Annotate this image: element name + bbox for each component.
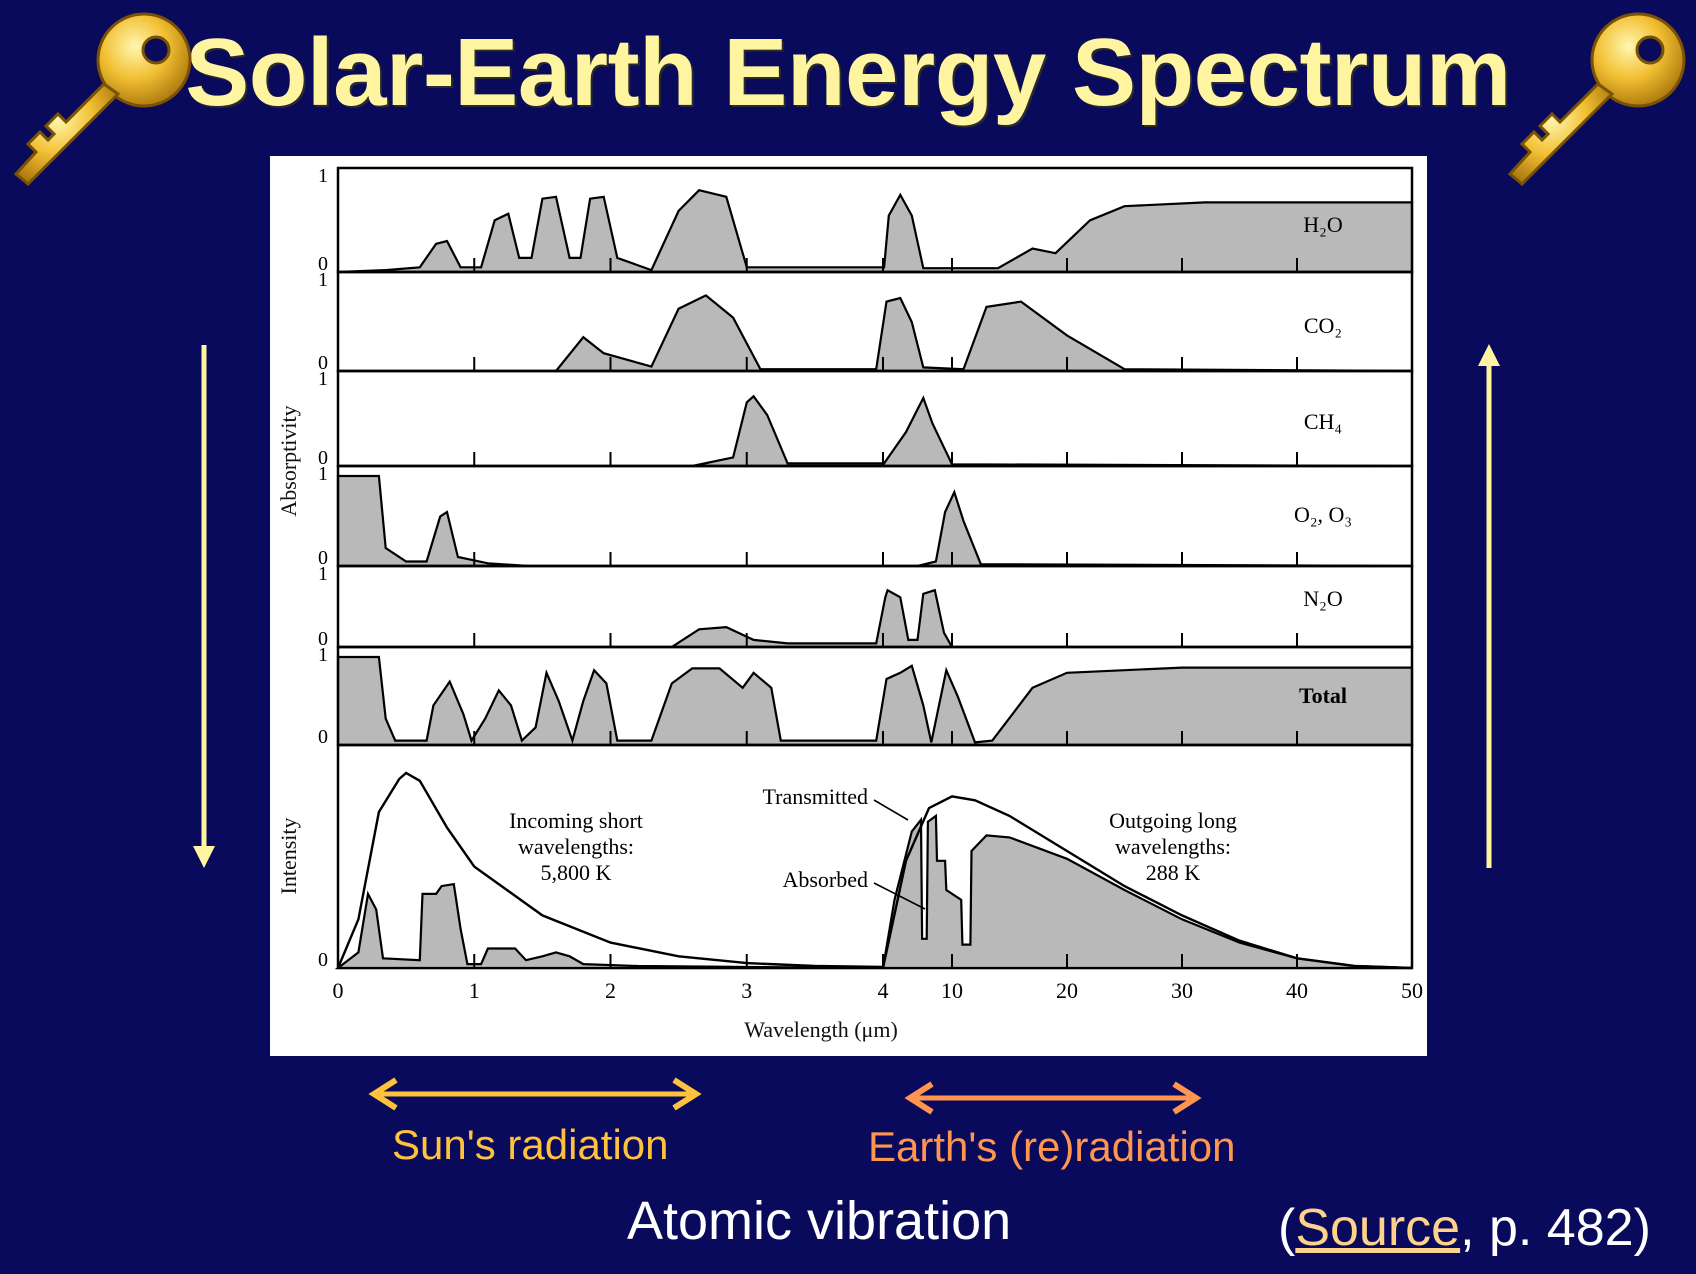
annotation-text: wavelengths: [518,834,634,859]
annotation-text: wavelengths: [1115,834,1231,859]
panel-frame [336,564,1414,649]
y-tick-label: 0 [318,352,328,374]
sun-range-arrow-icon [368,1077,702,1111]
x-tick-label: 30 [1171,978,1193,1003]
outgoing-transmitted-area [881,813,1413,970]
absorption-band-3 [336,474,1413,568]
y-tick-label: 1 [318,165,328,187]
source-open-paren: ( [1278,1199,1296,1257]
y-tick-label: 0 [318,447,328,469]
absorptivity-axis-label: Absorptivity [276,405,301,516]
earth-range-arrow-icon [904,1081,1202,1115]
absorption-band-5 [336,655,1414,747]
source-link[interactable]: Source [1295,1199,1461,1257]
absorption-band-4 [338,588,1412,649]
panel-frame [336,369,1414,468]
y-tick-label: 0 [318,726,328,748]
y-tick-label: 1 [318,644,328,666]
source-citation: (Source, p. 482) [1278,1198,1651,1258]
y-tick-label: 1 [318,463,328,485]
x-tick-label: 0 [333,978,344,1003]
annotation-leader [873,882,926,910]
spectrum-figure: 1 0 H₂O 1 0 CO₂ 1 0 CH₄ 1 0 O₂, O₃ 1 0 N₂O 1 0 Total 0 Inco… [270,156,1427,1056]
x-tick-label: 2 [605,978,616,1003]
series-label: N₂O [1303,586,1342,611]
annotation-text: Outgoing long [1109,808,1237,833]
intensity-zero-label: 0 [318,949,328,971]
source-page: , p. 482) [1460,1199,1651,1257]
up-arrow-icon [1478,344,1500,868]
absorption-band-0 [337,188,1414,274]
x-tick-label: 20 [1056,978,1078,1003]
y-tick-label: 1 [318,563,328,585]
x-tick-label: 4 [878,978,889,1003]
series-label: CH₄ [1304,409,1342,434]
intensity-axis-label: Intensity [276,818,301,895]
panel-frame [336,464,1414,568]
slide-title: Solar-Earth Energy Spectrum [185,19,1511,126]
x-tick-label: 1 [469,978,480,1003]
x-axis-label: Wavelength (μm) [744,1017,898,1042]
y-tick-label: 1 [318,368,328,390]
absorption-band-2 [338,394,1413,468]
down-arrow-icon [193,345,215,868]
earth-reradiation-label: Earth's (re)radiation [868,1123,1236,1170]
series-label: CO₂ [1304,313,1342,338]
golden-key-icon [13,12,192,187]
atomic-vibration-label: Atomic vibration [627,1191,1012,1251]
series-label: O₂, O₃ [1294,502,1352,527]
series-label: H₂O [1303,212,1342,237]
x-tick-label: 3 [741,978,752,1003]
sun-radiation-label: Sun's radiation [392,1121,669,1168]
y-tick-label: 0 [318,628,328,650]
x-tick-label: 40 [1286,978,1308,1003]
series-label: Total [1299,683,1347,708]
incoming-blackbody-curve [336,771,884,969]
annotation-leader [873,799,909,821]
golden-key-icon [1507,12,1686,187]
annotation-text: 288 K [1146,860,1201,885]
panel-frame [336,270,1414,373]
y-tick-label: 1 [318,269,328,291]
y-tick-label: 0 [318,253,328,275]
absorption-band-1 [338,294,1413,373]
annotation-text: 5,800 K [541,860,612,885]
intensity-frame [336,743,1414,970]
annotation-text: Transmitted [762,784,868,809]
annotation-text: Incoming short [509,808,643,833]
x-tick-label: 50 [1401,978,1423,1003]
y-tick-label: 0 [318,547,328,569]
annotation-text: Absorbed [782,867,868,892]
x-tick-label: 10 [941,978,963,1003]
